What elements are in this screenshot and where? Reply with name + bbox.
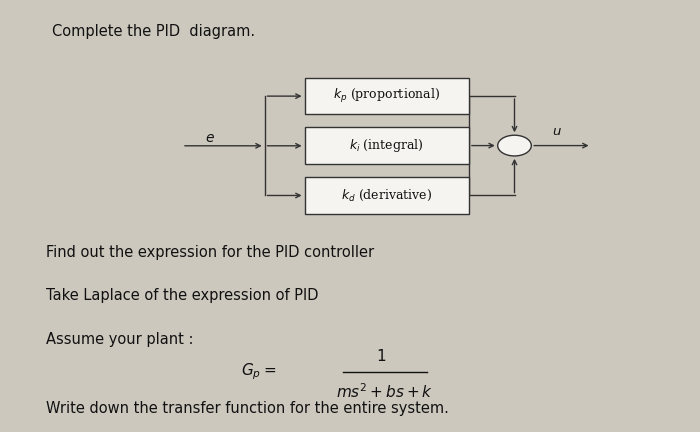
Text: $k_p$ (proportional): $k_p$ (proportional) <box>333 87 440 105</box>
Text: Write down the transfer function for the entire system.: Write down the transfer function for the… <box>46 401 449 416</box>
Text: Assume your plant :: Assume your plant : <box>46 332 193 346</box>
FancyBboxPatch shape <box>304 78 469 114</box>
Text: $1$: $1$ <box>377 348 386 364</box>
FancyBboxPatch shape <box>304 127 469 164</box>
Text: $k_d$ (derivative): $k_d$ (derivative) <box>341 188 433 203</box>
Circle shape <box>498 135 531 156</box>
Text: $u$: $u$ <box>552 125 561 138</box>
Text: $k_i$ (integral): $k_i$ (integral) <box>349 137 424 154</box>
Text: Complete the PID  diagram.: Complete the PID diagram. <box>52 24 256 39</box>
FancyBboxPatch shape <box>304 177 469 214</box>
Text: Take Laplace of the expression of PID: Take Laplace of the expression of PID <box>46 289 318 303</box>
Text: Find out the expression for the PID controller: Find out the expression for the PID cont… <box>46 245 374 260</box>
Text: $e$: $e$ <box>205 131 215 145</box>
Text: $ms^2 + bs + k$: $ms^2 + bs + k$ <box>337 382 433 401</box>
Text: $G_p =$: $G_p =$ <box>241 361 276 382</box>
